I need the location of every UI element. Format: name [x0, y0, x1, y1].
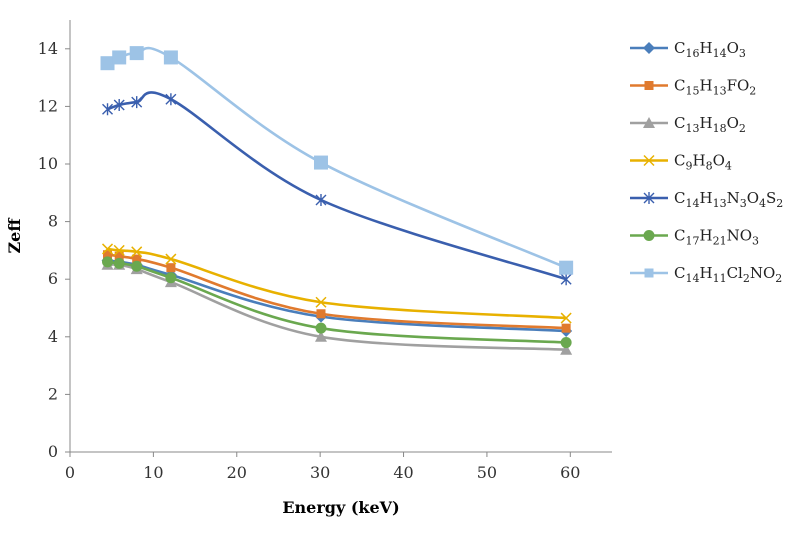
data-point — [315, 296, 327, 308]
data-point — [163, 50, 178, 65]
y-tick-label: 12 — [38, 96, 58, 115]
series-line — [107, 91, 567, 281]
y-tick-label: 8 — [48, 212, 58, 231]
data-point — [131, 260, 143, 272]
series-line — [106, 46, 567, 269]
axes: 0 2 4 6 8 10 12 14 0 10 20 30 40 50 60 — [38, 20, 612, 482]
data-point — [113, 244, 125, 256]
legend-marker — [644, 81, 654, 90]
series-C14H13N3O4S2 — [102, 91, 572, 286]
data-point — [101, 243, 114, 255]
legend-label: C9H8O4 — [674, 152, 732, 173]
data-point — [100, 56, 115, 71]
legend-marker — [643, 192, 655, 204]
series-line — [107, 253, 567, 330]
data-point — [131, 246, 143, 258]
series-C9H8O4 — [101, 243, 572, 324]
y-tick-label: 14 — [38, 39, 58, 58]
x-tick-label: 40 — [393, 463, 413, 482]
legend-marker — [644, 268, 654, 278]
legend-marker — [643, 117, 655, 128]
data-point — [166, 263, 176, 273]
legend-item: C15H13FO2 — [630, 77, 756, 98]
data-point — [560, 312, 572, 324]
data-point — [112, 50, 127, 65]
x-tick-label: 20 — [227, 463, 247, 482]
data-point — [315, 322, 327, 334]
data-point — [113, 257, 125, 269]
data-point — [131, 96, 143, 109]
legend-label: C14H13N3O4S2 — [674, 189, 783, 210]
data-point — [165, 93, 177, 106]
series-C15H13FO2 — [103, 250, 571, 333]
x-tick-label: 60 — [560, 463, 580, 482]
data-point — [165, 272, 177, 284]
series-layer — [100, 46, 574, 355]
legend-label: C16H14O3 — [674, 39, 746, 60]
data-point — [314, 330, 327, 342]
legend: C16H14O3 C15H13FO2 C13H18O2 C9H8O4 C14H13N3O… — [630, 39, 783, 285]
data-point — [129, 46, 144, 61]
data-point — [103, 250, 113, 260]
legend-item: C17H21NO3 — [630, 227, 759, 248]
y-tick-label: 2 — [48, 384, 58, 403]
series-line — [107, 259, 567, 333]
legend-label: C14H11Cl2NO2 — [674, 264, 782, 285]
data-point — [113, 98, 125, 111]
legend-label: C17H21NO3 — [674, 227, 759, 248]
data-point — [559, 260, 574, 275]
legend-label: C13H18O2 — [674, 114, 746, 135]
legend-item: C16H14O3 — [630, 39, 746, 60]
data-point — [102, 256, 114, 268]
y-axis-title: Zeff — [5, 218, 24, 254]
x-axis-title: Energy (keV) — [282, 498, 399, 517]
y-tick-label: 4 — [48, 327, 58, 346]
data-point — [560, 273, 572, 286]
data-point — [165, 253, 177, 265]
data-point — [114, 251, 124, 261]
data-point — [560, 343, 573, 355]
data-point — [316, 309, 326, 319]
y-tick-label: 0 — [48, 442, 58, 461]
series-C17H21NO3 — [102, 256, 572, 349]
y-tick-label: 6 — [48, 269, 58, 288]
data-point — [132, 254, 142, 264]
series-C14H11Cl2NO2 — [100, 46, 574, 275]
x-tick-label: 10 — [143, 463, 163, 482]
legend-label: C15H13FO2 — [674, 77, 756, 98]
x-tick-label: 30 — [310, 463, 330, 482]
legend-item: C14H11Cl2NO2 — [630, 264, 782, 285]
data-point — [102, 103, 114, 116]
data-point — [560, 337, 572, 349]
series-line — [107, 260, 567, 344]
x-tick-label: 50 — [477, 463, 497, 482]
legend-item: C13H18O2 — [630, 114, 746, 135]
data-point — [561, 323, 571, 333]
data-point — [313, 155, 328, 170]
y-tick-label: 10 — [38, 154, 58, 173]
legend-item: C14H13N3O4S2 — [630, 189, 783, 210]
legend-marker — [643, 42, 655, 54]
data-point — [315, 194, 327, 206]
legend-marker — [643, 154, 655, 167]
x-tick-label: 0 — [65, 463, 75, 482]
legend-item: C9H8O4 — [630, 152, 732, 173]
legend-marker — [643, 230, 655, 241]
